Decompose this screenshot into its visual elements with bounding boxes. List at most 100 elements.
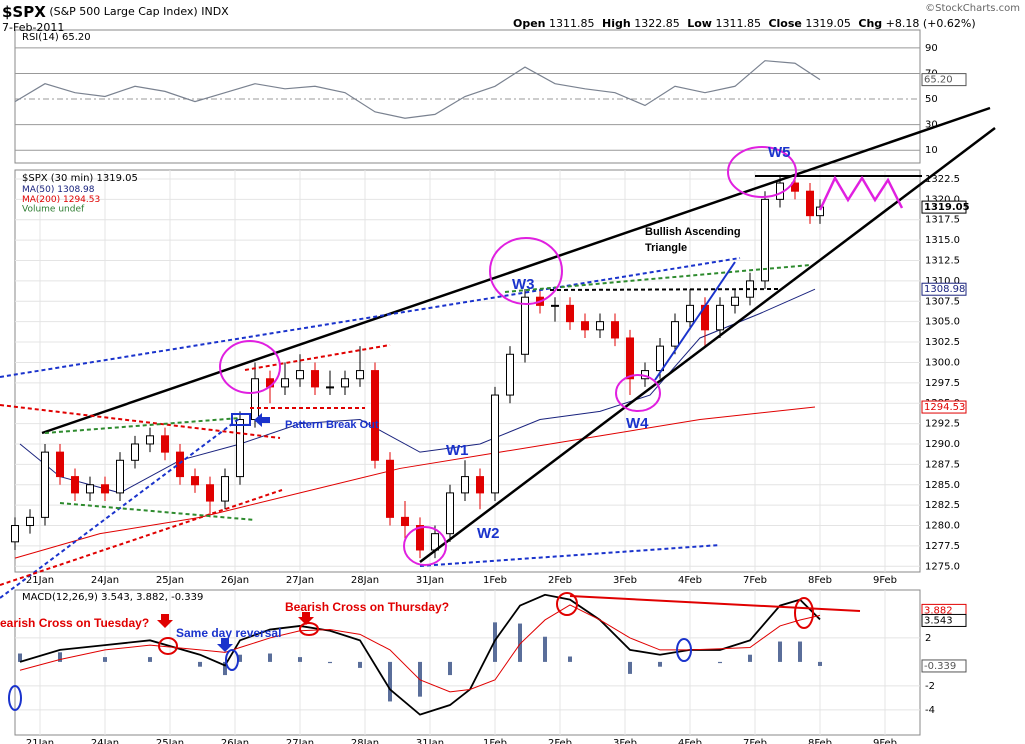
candle-body [506,353,514,396]
candle-body [656,345,664,372]
exchange: INDX [201,5,229,18]
candle-body [491,394,499,494]
value-box [921,400,967,414]
highlight-circle [8,685,22,711]
histogram-bar [798,641,802,662]
quote-value: +8.18 (+0.62%) [886,17,976,30]
arrow [157,614,173,628]
quote-label: Close [768,17,801,30]
line-series [19,593,821,716]
histogram-bar [718,661,722,664]
trend-line [0,489,283,586]
candle-body [221,476,229,502]
candle-body [581,321,589,331]
y-tick-label: 1280.0 [925,521,960,532]
legend-name: MA(200) [22,195,60,205]
annotation: W5 [768,144,791,161]
candle-body [296,370,304,380]
quote-label: High [602,17,631,30]
candle-body [236,419,244,478]
candle-body [176,451,184,478]
highlight-circle [225,649,239,671]
y-tick-label: 1297.5 [925,378,960,389]
candle-body [26,516,34,527]
y-tick-label: 30 [925,120,938,131]
line-series [19,604,821,693]
candle-body [116,459,124,494]
histogram-bar [223,661,227,676]
x-tick-label: 21Jan [26,738,54,744]
legend-name: MA(50) [22,185,54,195]
x-tick-label: 25Jan [156,575,184,586]
y-tick-label: 1305.0 [925,317,960,328]
histogram-bar [268,653,272,662]
header-title: $SPX (S&P 500 Large Cap Index) INDX [2,3,229,21]
candle-body [416,525,424,551]
candle-body [551,304,559,307]
annotation: Triangle [645,242,687,254]
quote-label: Open [513,17,546,30]
candle-body [806,190,814,217]
candle-body [11,525,19,543]
trend-line [0,257,741,378]
x-tick-label: 28Jan [351,575,379,586]
annotation: Bearish Cross on Thursday? [285,600,449,614]
highlight-circle [489,237,563,305]
value-label: 3.543 [924,615,953,626]
x-tick-label: 3Feb [613,575,637,586]
candle-body [446,492,454,535]
quote-label: Low [687,17,712,30]
histogram-bar [328,661,332,664]
y-tick-label: 1322.5 [925,174,960,185]
value-box [921,613,967,627]
x-tick-label: 1Feb [483,738,507,744]
value-label: 1308.98 [924,284,965,295]
legend-value: 3.543 [101,592,130,603]
y-tick-label: 50 [925,94,938,105]
x-tick-label: 31Jan [416,575,444,586]
highlight-circle [615,374,661,412]
y-tick-label: 2 [925,633,931,644]
x-tick-label: 8Feb [808,738,832,744]
y-tick-label: 1300.0 [925,357,960,368]
line-series [14,406,816,559]
quote-value: 1319.05 [805,17,851,30]
value-box [921,282,967,296]
legend-value: 65.20 [62,32,91,43]
value-box [921,73,967,87]
value-label: 3.882 [924,605,953,616]
y-tick-label: 1317.5 [925,215,960,226]
x-tick-label: 9Feb [873,575,897,586]
candle-body [731,296,739,306]
candle-body [341,378,349,388]
legend: MA(50) 1308.98 [22,185,95,195]
histogram-bar [748,654,752,662]
trend-line [244,344,391,371]
x-tick-label: 28Jan [351,738,379,744]
x-tick-label: 27Jan [286,738,314,744]
candle-body [476,476,484,494]
y-tick-label: 1312.5 [925,256,960,267]
x-tick-label: 3Feb [613,738,637,744]
highlight-circle [158,637,178,655]
candle-body [686,304,694,323]
candle-body [356,370,364,380]
y-tick-label: 90 [925,43,938,54]
annotation: W1 [446,442,469,459]
y-tick-label: 1290.0 [925,439,960,450]
legend-value: 1319.05 [97,173,138,184]
arrow [298,612,314,625]
trend-line [0,417,241,599]
histogram-bar [198,661,202,667]
date: 7-Feb-2011 [2,21,64,34]
candle-body [401,516,409,527]
highlight-circle [676,638,692,662]
candle-body [161,435,169,453]
highlight-circle [299,622,319,636]
panel [14,29,921,164]
candle-body [461,476,469,494]
trend-line [44,417,241,434]
legend: MACD(12,26,9) 3.543, 3.882, -0.339 [22,592,203,603]
x-tick-label: 24Jan [91,738,119,744]
